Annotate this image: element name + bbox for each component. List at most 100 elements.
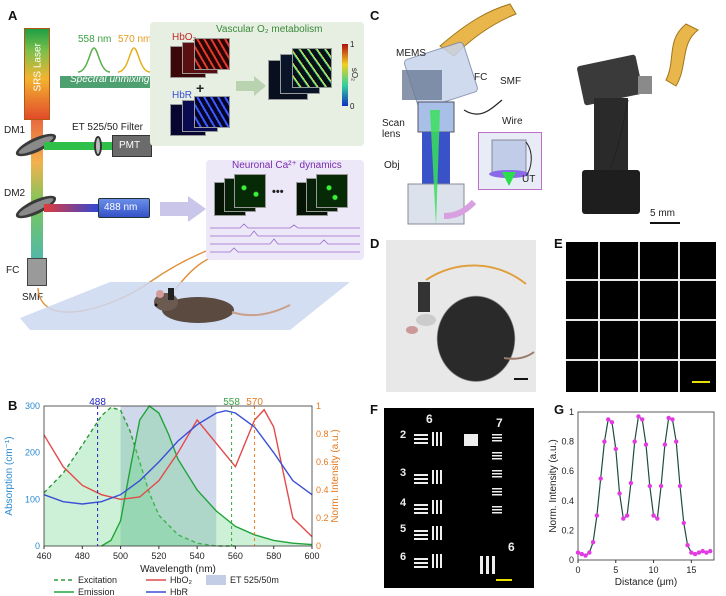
y-axis-left-label: Absorption (cm⁻¹) [4,436,15,515]
device-cutaway [402,3,517,226]
profile-point-29 [685,543,690,548]
g-x-tick-label-1: 5 [613,565,618,575]
scale-label-c: 5 mm [650,208,675,219]
dm2-label: DM2 [4,188,26,199]
profile-point-21 [655,516,660,521]
hbr-frame-3 [194,96,230,128]
legend-excitation-label: Excitation [78,575,117,585]
usaf-bars [414,432,512,581]
x-tick-label-0: 460 [36,551,51,561]
profile-point-31 [692,551,698,557]
grid-lines [566,242,716,392]
usaf-target [384,408,534,588]
series-line-2 [43,408,313,538]
profile-point-35 [708,548,713,554]
profile-point-28 [681,520,686,526]
profile-point-13 [624,513,630,518]
legend-hbo2-label: HbO₂ [170,575,193,585]
filter-band [120,406,217,546]
profile-point-4 [590,540,596,545]
usaf-element-6: 6 [400,551,407,563]
inset-arrow [443,199,477,219]
yl-tick-label-0: 0 [35,541,40,551]
filter-label: ET 525/50 Filter [72,122,143,133]
g-y-axis-label: Norm. Intensity (a.u.) [548,439,559,532]
panel-b-label: B [8,398,18,413]
profile-point-0 [575,550,581,555]
yr-tick-label-0: 0 [316,541,321,551]
srs-laser-box [24,28,50,120]
wire-label: Wire [502,116,523,127]
yl-tick-label-2: 200 [25,448,40,458]
yl-tick-label-1: 100 [25,494,40,504]
x-tick-label-5: 560 [228,551,243,561]
series-line-0 [43,406,236,547]
x-tick-label-7: 600 [304,551,319,561]
pmt-box [112,135,152,157]
series-fill-0 [44,407,236,546]
plot-frame [43,405,313,547]
ut-label: UT [522,174,536,185]
yr-tick-label-3: 0.6 [316,457,329,467]
usaf-element-3: 3 [400,467,407,479]
g-y-tick-label-0: 0 [569,555,574,565]
x-tick-label-6: 580 [266,551,281,561]
profile-point-10 [613,446,618,452]
so2-min: 0 [350,102,355,111]
beam-green [44,142,114,150]
g-x-tick-label-0: 0 [575,565,580,575]
result-arrow [236,76,266,96]
y-axis-right-label: Norm. Intensity (a.u.) [330,429,341,522]
hbo2-label: HbO₂ [172,32,197,43]
yr-tick-label-2: 0.4 [316,485,329,495]
legend-band-label: ET 525/50m [230,575,279,585]
mouse-illustration [154,288,291,323]
neuronal-title: Neuronal Ca²⁺ dynamics [232,160,342,171]
scale-bar-c [650,222,680,224]
usaf-group-6: 6 [426,412,433,426]
pmt-label: PMT [119,140,141,151]
beam-blue [44,204,100,212]
x-tick-label-4: 540 [190,551,205,561]
unmixing-label: Spectral unmixing [70,74,150,85]
ca-ellipsis: ••• [272,186,284,198]
fc-label-c: FC [474,72,488,83]
profile-point-9 [609,420,615,425]
profile-point-26 [674,439,679,444]
smf-label-c: SMF [500,76,522,87]
profile-point-3 [587,550,592,555]
profile-point-32 [696,550,702,555]
g-y-tick-label-2: 0.4 [561,496,574,506]
chart-g: 0 5 10 15 0 0.2 0.4 0.6 0.8 1 Distance (μm) Norm. I… [548,407,715,588]
x-tick-label-2: 500 [113,551,128,561]
profile-point-12 [621,516,626,521]
usaf-element-5: 5 [400,523,407,535]
profile-point-11 [617,491,622,496]
g-x-axis-label: Distance (μm) [615,577,677,588]
g-x-tick-label-2: 10 [649,565,659,575]
profile-point-30 [689,550,694,555]
marker-label-0: 488 [89,397,106,408]
profile-point-19 [647,483,652,489]
ca-frame-6 [316,174,348,208]
series-fill-1 [101,406,312,546]
yr-tick-label-4: 0.8 [316,429,329,439]
yr-tick-label-1: 0.2 [316,513,329,523]
filter-ring [94,136,102,156]
vascular-title: Vascular O₂ metabolism [216,24,323,35]
profile-point-20 [651,513,656,518]
ca-frame-3 [234,174,266,208]
mouse-photo-details [406,264,535,360]
laser-488-label: 488 nm [104,202,138,213]
x-axis-label: Wavelength (nm) [140,564,216,575]
profile-point-5 [594,513,600,518]
unmixing-arrow [60,70,170,94]
profile-point-23 [662,442,668,447]
g-x-tick-label-3: 15 [686,565,696,575]
ut-inset-drawing [489,139,532,186]
panel-a: A SRS Laser DM1 ET 525/50 Filter PMT DM2… [0,0,370,330]
scan-lens-label: Scan lens [382,118,405,140]
dm1-label: DM1 [4,125,26,136]
plus-sign: + [196,80,205,96]
